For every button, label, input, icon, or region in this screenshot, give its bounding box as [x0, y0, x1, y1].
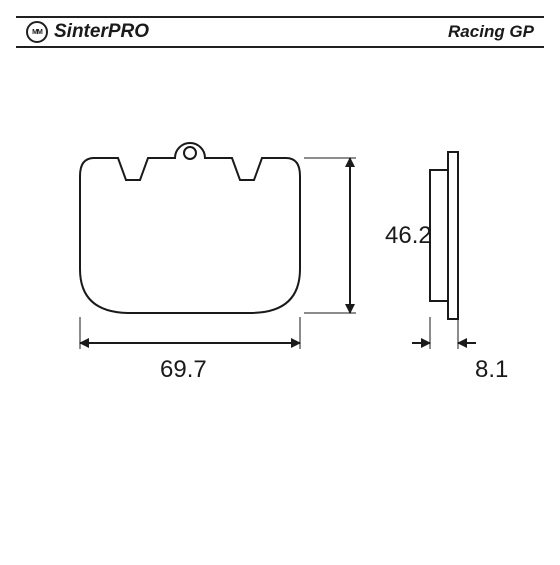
header-bar: MM SinterPRO Racing GP [16, 16, 544, 48]
brake-pad-diagram [0, 48, 560, 560]
diagram-canvas: 46.2 69.7 8.1 [0, 48, 560, 560]
brand-block: MM SinterPRO [26, 21, 149, 43]
thickness-dimension: 8.1 [475, 356, 508, 384]
height-dimension: 46.2 [385, 222, 432, 250]
category-label: Racing GP [448, 22, 534, 42]
width-dimension: 69.7 [160, 356, 207, 384]
logo-icon: MM [26, 21, 48, 43]
logo-text: MM [32, 29, 42, 36]
brand-name: SinterPRO [54, 21, 149, 43]
